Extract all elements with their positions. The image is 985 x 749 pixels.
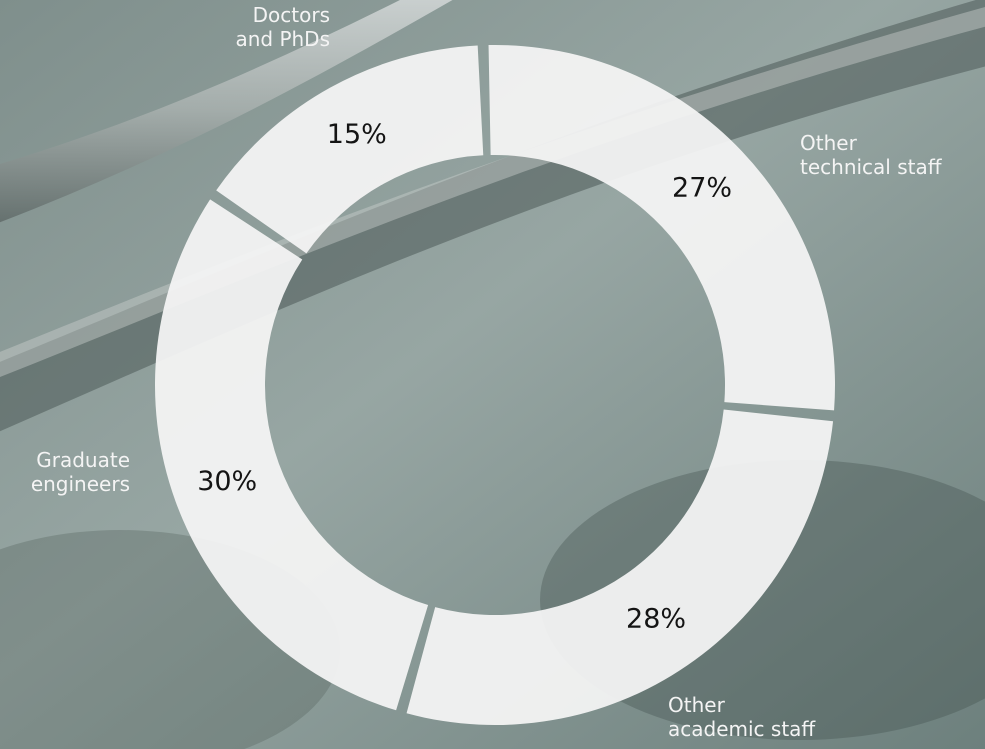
category-label-line: Graduate [36, 448, 130, 472]
segment-doctors-and-phds [216, 45, 484, 254]
segment-graduate-engineers [154, 199, 429, 711]
category-label-line: Other [800, 131, 858, 155]
category-label-line: engineers [31, 472, 130, 496]
category-label-line: technical staff [800, 155, 943, 179]
value-labels: 27% 28% 30% 15% [197, 119, 732, 634]
category-label-line: Doctors [253, 3, 330, 27]
value-label-other-academic-staff: 28% [626, 604, 686, 635]
value-label-other-technical-staff: 27% [672, 173, 732, 204]
category-label-other-technical-staff: Other technical staff [800, 131, 943, 179]
value-label-doctors-and-phds: 15% [327, 119, 387, 150]
segment-other-academic-staff [406, 409, 834, 725]
value-label-graduate-engineers: 30% [197, 466, 257, 497]
category-label-doctors-and-phds: Doctors and PhDs [235, 3, 330, 51]
category-label-graduate-engineers: Graduate engineers [31, 448, 130, 496]
category-label-line: academic staff [668, 717, 816, 741]
category-label-other-academic-staff: Other academic staff [668, 693, 816, 741]
donut-segments [154, 44, 836, 725]
category-label-line: Other [668, 693, 726, 717]
segment-other-technical-staff [488, 44, 836, 411]
category-label-line: and PhDs [235, 27, 330, 51]
